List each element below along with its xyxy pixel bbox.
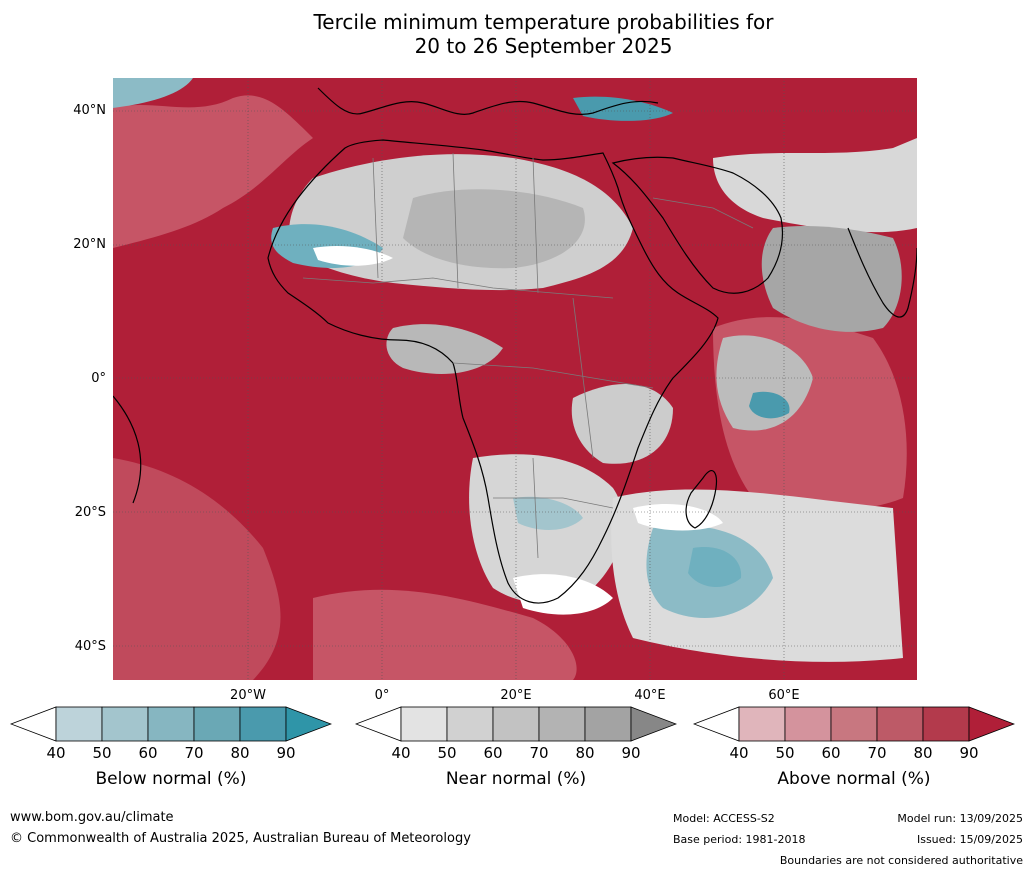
colorbar-near-normal-title: Near normal (%)	[445, 769, 587, 789]
colorbar-segment-60-70	[830, 706, 878, 742]
colorbar-tick-label: 50	[92, 744, 112, 762]
probability-map	[113, 78, 917, 680]
colorbar-below-normal-title: Below normal (%)	[95, 769, 247, 789]
africa-coastline	[267, 139, 719, 604]
colorbar-segment-70-80	[538, 706, 586, 742]
near-normal-region-east-africa	[571, 384, 673, 464]
colorbar-tick-label: 90	[621, 744, 641, 762]
colorbar-segment-40-50	[738, 706, 786, 742]
above-normal-light-region-atlantic-south	[113, 458, 281, 680]
near-normal-region-arabia	[713, 138, 917, 233]
colorbar-segment-low-extension	[355, 706, 402, 742]
colorbar-tick-label: 40	[46, 744, 66, 762]
lat-label-0: 0°	[91, 371, 106, 386]
boundary-central-africa	[452, 362, 654, 389]
colorbar-segment-low-extension	[693, 706, 740, 742]
below-normal-region-southern-africa	[513, 496, 583, 530]
colorbar-tick-label: 80	[575, 744, 595, 762]
country-boundaries	[302, 152, 754, 559]
near-normal-region-india	[761, 226, 902, 332]
lon-label-60e: 60°E	[768, 688, 800, 703]
colorbar-segment-high-extension	[285, 706, 332, 742]
lat-label-20n: 20°N	[73, 237, 106, 252]
map-canvas	[113, 78, 917, 680]
colorbar-segment-70-80	[193, 706, 241, 742]
arabia-coastline	[611, 156, 784, 294]
colorbar-tick-label: 40	[729, 744, 749, 762]
map-title-line-2: 20 to 26 September 2025	[414, 34, 673, 58]
colorbar-segment-80-90	[922, 706, 970, 742]
colorbar-segment-50-60	[446, 706, 494, 742]
colorbar-segment-60-70	[492, 706, 540, 742]
colorbar-segment-70-80	[876, 706, 924, 742]
colorbar-tick-label: 60	[483, 744, 503, 762]
colorbar-segment-60-70	[147, 706, 195, 742]
boundary-sahel	[302, 277, 614, 299]
footer-model-run: Model run: 13/09/2025	[897, 812, 1023, 825]
colorbar-tick-label: 50	[775, 744, 795, 762]
colorbar-segment-low-extension	[10, 706, 57, 742]
below-normal-region-south-indian-core	[688, 547, 742, 588]
above-normal-light-region-south	[313, 589, 577, 680]
colorbar-segment-high-extension	[968, 706, 1015, 742]
lat-label-40n: 40°N	[73, 103, 106, 118]
boundary-arabia	[652, 197, 754, 229]
colorbar-tick-label: 90	[276, 744, 296, 762]
graticule	[113, 78, 917, 680]
lat-label-40s: 40°S	[74, 639, 106, 654]
footer-base-period: Base period: 1981-2018	[673, 833, 806, 846]
lon-label-20w: 20°W	[230, 688, 266, 703]
below-normal-region-arabian-sea	[749, 391, 790, 419]
colorbar-segment-50-60	[784, 706, 832, 742]
colorbar-tick-label: 90	[959, 744, 979, 762]
near-normal-region-equatorial	[386, 324, 503, 374]
below-normal-region-mediterranean	[573, 96, 673, 121]
south-america-coastline	[113, 395, 142, 504]
colorbar-tick-label: 50	[437, 744, 457, 762]
lon-label-40e: 40°E	[634, 688, 666, 703]
footer-copyright: © Commonwealth of Australia 2025, Austra…	[10, 831, 471, 846]
near-normal-region-sahara-dark	[403, 189, 585, 269]
colorbar-segment-40-50	[400, 706, 448, 742]
lon-label-20e: 20°E	[500, 688, 532, 703]
footer-issued: Issued: 15/09/2025	[916, 833, 1023, 846]
colorbar-tick-label: 70	[529, 744, 549, 762]
india-coastline	[847, 227, 917, 318]
map-title-line-1: Tercile minimum temperature probabilitie…	[313, 10, 774, 34]
footer-url: www.bom.gov.au/climate	[10, 810, 174, 825]
boundary-north-africa	[372, 152, 539, 294]
colorbar-tick-label: 60	[821, 744, 841, 762]
low-probability-region-north	[313, 246, 393, 266]
colorbar-below-normal	[10, 706, 332, 742]
footer-model: Model: ACCESS-S2	[673, 812, 775, 825]
colorbar-tick-label: 60	[138, 744, 158, 762]
colorbar-segment-80-90	[239, 706, 287, 742]
madagascar-coastline	[685, 470, 718, 529]
colorbar-tick-label: 40	[391, 744, 411, 762]
colorbar-near-normal	[355, 706, 677, 742]
boundary-southern-africa	[493, 457, 614, 559]
footer-disclaimer: Boundaries are not considered authoritat…	[779, 854, 1023, 867]
lon-label-0: 0°	[374, 688, 390, 703]
colorbar-tick-label: 80	[913, 744, 933, 762]
colorbar-tick-label: 80	[230, 744, 250, 762]
colorbar-tick-label: 70	[867, 744, 887, 762]
colorbar-segment-50-60	[101, 706, 149, 742]
colorbar-above-normal	[693, 706, 1015, 742]
colorbar-segment-80-90	[584, 706, 632, 742]
above-normal-light-region-atlantic-north	[113, 95, 313, 248]
colorbar-above-normal-title: Above normal (%)	[777, 769, 931, 789]
boundary-east-africa	[572, 297, 594, 459]
europe-coastline	[317, 87, 659, 115]
below-normal-region-north-atlantic	[113, 78, 193, 108]
lat-label-20s: 20°S	[74, 505, 106, 520]
colorbar-segment-high-extension	[630, 706, 677, 742]
colorbar-tick-label: 70	[184, 744, 204, 762]
colorbar-segment-40-50	[55, 706, 103, 742]
